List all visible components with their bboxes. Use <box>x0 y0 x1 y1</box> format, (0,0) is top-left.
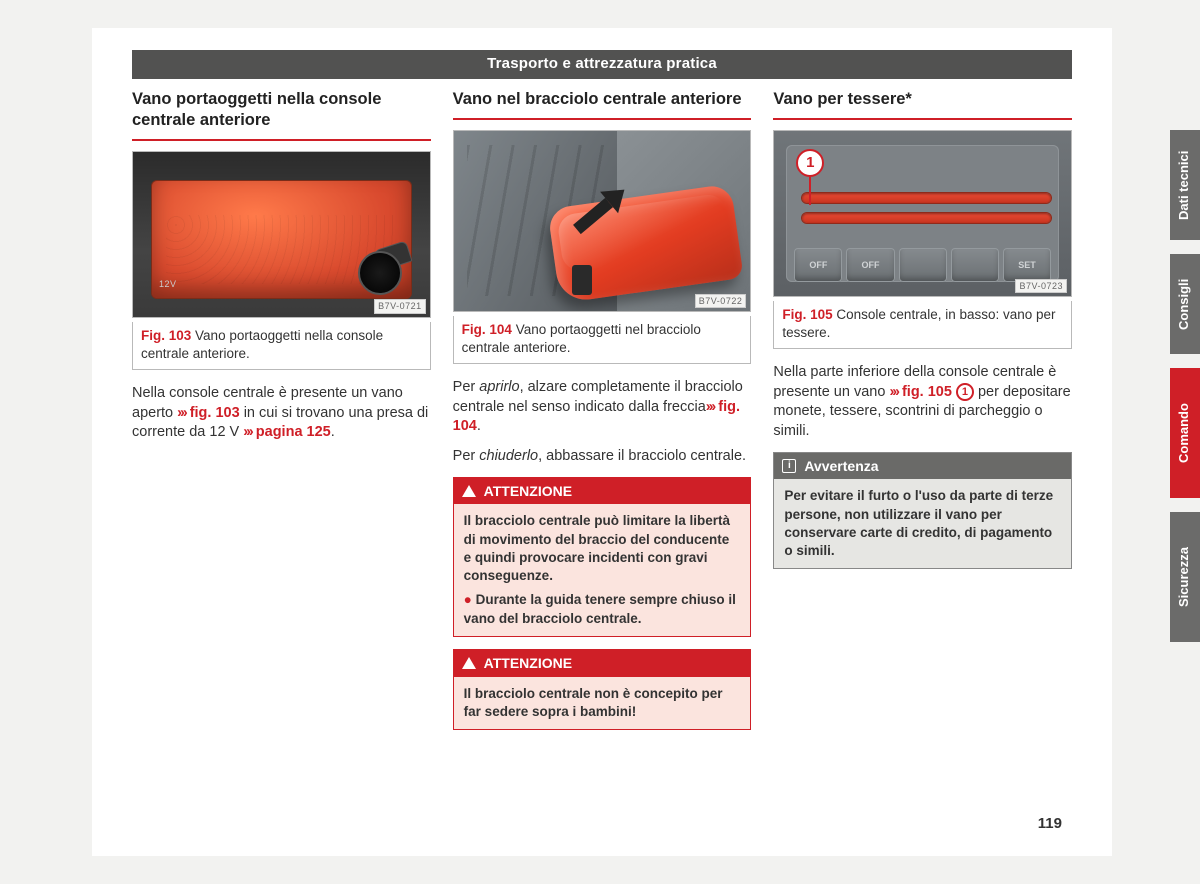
page-number: 119 <box>1038 814 1062 834</box>
figure-code: B7V-0721 <box>374 299 426 313</box>
figure-105-caption: Fig. 105 Console centrale, in basso: van… <box>773 301 1072 349</box>
heading-rule <box>453 118 752 120</box>
panel-button: SET <box>1003 248 1051 282</box>
tab-sicurezza[interactable]: Sicurezza <box>1170 512 1200 642</box>
figure-label: Fig. 105 <box>782 307 832 322</box>
reference-chevron-icon: ››› <box>243 424 252 440</box>
callout-leader-line <box>809 177 811 205</box>
heading-rule <box>132 139 431 141</box>
figure-label: Fig. 103 <box>141 328 191 343</box>
info-icon: i <box>782 459 796 473</box>
side-tab-rail: Dati tecnici Consigli Comando Sicurezza <box>1170 130 1200 642</box>
column-3: Vano per tessere* 1 OFF OFF SET <box>773 89 1072 742</box>
panel-button <box>899 248 947 282</box>
power-socket-illustration <box>358 251 402 295</box>
tab-consigli[interactable]: Consigli <box>1170 254 1200 354</box>
callout-reference-1: 1 <box>956 383 974 401</box>
figure-104-caption: Fig. 104 Vano portaoggetti nel bracciolo… <box>453 316 752 364</box>
column-layout: Vano portaoggetti nella console centrale… <box>132 89 1072 742</box>
notice-header: i Avvertenza <box>774 453 1071 480</box>
button-row-illustration: OFF OFF SET <box>794 248 1051 282</box>
reference-chevron-icon: ››› <box>889 384 898 400</box>
notice-body: Per evitare il furto o l'uso da parte di… <box>774 479 1071 568</box>
warning-header: ATTENZIONE <box>454 478 751 505</box>
figure-code: B7V-0723 <box>1015 279 1067 293</box>
col1-body: Nella console centrale è presente un van… <box>132 384 431 443</box>
manual-page: Trasporto e attrezzatura pratica Vano po… <box>92 28 1112 856</box>
tab-dati-tecnici[interactable]: Dati tecnici <box>1170 130 1200 240</box>
warning-box-1: ATTENZIONE Il bracciolo centrale può lim… <box>453 477 752 637</box>
figure-104-image: B7V-0722 <box>454 131 751 311</box>
figure-103-image: 12V B7V-0721 <box>133 152 430 317</box>
warning-body: Il bracciolo centrale non è concepito pe… <box>454 677 751 729</box>
bullet-icon: ● <box>464 592 472 607</box>
warning-box-2: ATTENZIONE Il bracciolo centrale non è c… <box>453 649 752 730</box>
figure-104: B7V-0722 <box>453 130 752 312</box>
col1-heading: Vano portaoggetti nella console centrale… <box>132 89 431 130</box>
panel-button: OFF <box>846 248 894 282</box>
page-125-reference[interactable]: pagina 125 <box>256 424 331 440</box>
warning-body: Il bracciolo centrale può limitare la li… <box>454 504 751 635</box>
notice-box: i Avvertenza Per evitare il furto o l'us… <box>773 452 1072 570</box>
warning-triangle-icon <box>462 485 476 497</box>
column-2: Vano nel bracciolo centrale anteriore B7… <box>453 89 752 742</box>
figure-code: B7V-0722 <box>695 294 747 308</box>
figure-105-image: 1 OFF OFF SET B7V-0723 <box>774 131 1071 296</box>
warning-header: ATTENZIONE <box>454 650 751 677</box>
column-1: Vano portaoggetti nella console centrale… <box>132 89 431 742</box>
fig-103-reference[interactable]: fig. 103 <box>190 405 240 421</box>
tab-comando[interactable]: Comando <box>1170 368 1200 498</box>
figure-105: 1 OFF OFF SET B7V-0723 <box>773 130 1072 297</box>
card-slot-illustration <box>802 193 1051 203</box>
section-banner: Trasporto e attrezzatura pratica <box>132 50 1072 79</box>
figure-103: 12V B7V-0721 <box>132 151 431 318</box>
figure-label: Fig. 104 <box>462 322 512 337</box>
panel-button: OFF <box>794 248 842 282</box>
warning-triangle-icon <box>462 657 476 669</box>
card-slot-illustration <box>802 213 1051 223</box>
seatbelt-buckle-illustration <box>572 265 592 295</box>
heading-rule <box>773 118 1072 120</box>
col2-heading: Vano nel bracciolo centrale anteriore <box>453 89 752 110</box>
col2-open-paragraph: Per aprirlo, alzare completamente il bra… <box>453 378 752 437</box>
reference-chevron-icon: ››› <box>177 405 186 421</box>
fig-105-reference[interactable]: fig. 105 <box>902 384 952 400</box>
reference-chevron-icon: ››› <box>706 399 715 415</box>
col3-body: Nella parte inferiore della console cent… <box>773 363 1072 441</box>
figure-103-caption: Fig. 103 Vano portaoggetti nella console… <box>132 322 431 370</box>
panel-button <box>951 248 999 282</box>
col2-close-paragraph: Per chiuderlo, abbassare il bracciolo ce… <box>453 447 752 467</box>
twelve-volt-label: 12V <box>159 278 177 290</box>
col3-heading: Vano per tessere* <box>773 89 1072 110</box>
